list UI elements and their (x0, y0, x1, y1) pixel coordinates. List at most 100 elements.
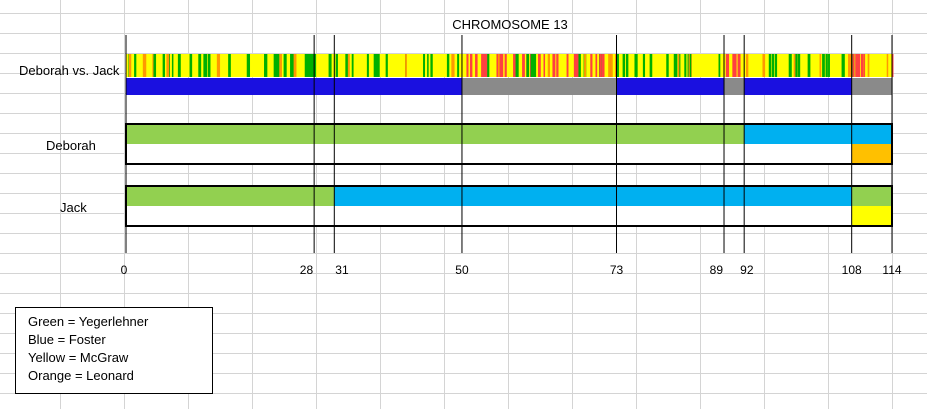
comparison-stripe-mark (279, 54, 282, 77)
comparison-stripe-mark (547, 54, 551, 77)
comparison-stripe-mark (825, 54, 828, 77)
x-tick-label-28: 28 (300, 263, 314, 277)
deborah-bottom-segment-0 (851, 144, 892, 164)
comparison-stripe-mark (203, 54, 207, 77)
comparison-stripe-mark (451, 54, 455, 77)
comparison-stripe-mark (351, 54, 354, 77)
comparison-stripe-mark (499, 54, 502, 77)
comparison-stripe-mark (673, 54, 678, 77)
comparison-stripe-mark (377, 54, 380, 77)
comparison-stripe-mark (634, 54, 638, 77)
comparison-stripe-mark (228, 54, 231, 77)
comparison-stripe-mark (513, 54, 517, 77)
comparison-stripe-mark (649, 54, 652, 77)
comparison-stripe-mark (423, 54, 426, 77)
x-tick-label-73: 73 (610, 263, 624, 277)
comparison-stripe-mark (314, 54, 317, 77)
legend-item-yellow: Yellow = McGraw (28, 350, 129, 365)
comparison-stripe-mark (446, 54, 450, 77)
comparison-stripe-mark (737, 54, 741, 77)
comparison-stripe-mark (860, 54, 864, 77)
comparison-stripe-mark (500, 54, 504, 77)
deborah-label: Deborah (46, 138, 96, 153)
legend: Green = Yegerlehner Blue = Foster Yellow… (15, 307, 213, 394)
comparison-stripe-mark (762, 54, 766, 77)
comparison-stripe-mark (726, 54, 730, 77)
comparison-stripe-mark (189, 54, 193, 77)
comparison-stripe-mark (552, 54, 556, 77)
chart-title: CHROMOSOME 13 (452, 17, 568, 32)
comparison-stripe-mark (608, 54, 611, 77)
comparison-stripe-mark (198, 54, 202, 77)
x-tick-label-92: 92 (740, 263, 754, 277)
comparison-stripe-mark (886, 54, 889, 77)
comparison-stripe-mark (273, 54, 277, 77)
comparison-stripe-mark (345, 54, 348, 77)
comparison-stripe-mark (745, 54, 749, 77)
comparison-stripe-mark (385, 54, 388, 77)
comparison-stripe-mark (856, 54, 859, 77)
comparison-stripe-mark (374, 54, 378, 77)
comparison-stripe-mark (584, 54, 587, 77)
comparison-stripe-mark (819, 54, 822, 77)
comparison-stripe-mark (599, 54, 602, 77)
comparison-stripe-mark (788, 54, 792, 77)
comparison-stripe-mark (504, 54, 507, 77)
comparison-stripe-mark (848, 54, 852, 77)
comparison-stripe-mark (522, 54, 525, 77)
comparison-stripe-mark (538, 54, 541, 77)
comparison-stripe-mark (610, 54, 613, 77)
jack-top-segment-2 (851, 186, 892, 206)
jack-top-segment-0 (126, 186, 335, 206)
x-tick-label-89: 89 (710, 263, 724, 277)
jack-top-segment-1 (334, 186, 852, 206)
comparison-stripe-mark (430, 54, 433, 77)
comparison-stripe-mark (807, 54, 811, 77)
comparison-stripe-mark (515, 54, 519, 77)
comparison-stripe-mark (733, 54, 737, 77)
comparison-stripe-mark (457, 54, 460, 77)
deborah-top-segment-0 (126, 124, 745, 144)
comparison-stripe-mark (497, 54, 501, 77)
comparison-green-block (304, 54, 315, 77)
comparison-stripe-mark (797, 54, 801, 77)
comparison-stripe-mark (290, 54, 293, 77)
comparison-stripe-mark (726, 54, 728, 77)
comparison-stripe-mark (486, 54, 490, 77)
comparison-stripe-mark (469, 54, 473, 77)
comparison-stripe-mark (264, 54, 268, 77)
comparison-stripe-mark (771, 54, 775, 77)
comparison-stripe-mark (207, 54, 211, 77)
comparison-stripe-mark (328, 54, 332, 77)
comparison-stripe-mark (283, 54, 287, 77)
comparison-stripe-mark (794, 54, 798, 77)
comparison-stripe-mark (573, 54, 578, 77)
comparison-stripe-mark (466, 54, 469, 77)
comparison-stripe-mark (177, 54, 181, 77)
comparison-stripe-mark (543, 54, 546, 77)
comparison-stripe-mark (532, 54, 537, 77)
comparison-stripe-mark (475, 54, 478, 77)
comparison-stripe-mark (687, 54, 690, 77)
comparison-stripe-mark (576, 54, 580, 77)
comparison-stripe-mark (684, 54, 687, 77)
comparison-stripe-mark (427, 54, 429, 77)
comparison-stripe-mark (526, 54, 530, 77)
comparison-stripe-mark (768, 54, 772, 77)
comparison-stripe-mark (578, 54, 581, 77)
comparison-stripe-mark (481, 54, 485, 77)
deborah-top-segment-1 (744, 124, 892, 144)
comparison-stripe-mark (625, 54, 629, 77)
comparison-stripe-mark (642, 54, 646, 77)
legend-item-green: Green = Yegerlehner (28, 314, 149, 329)
comparison-stripe-mark (666, 54, 669, 77)
comparison-stripe-mark (793, 54, 796, 77)
comparison-stripe-mark (841, 54, 845, 77)
comparison-stripe-mark (347, 54, 350, 77)
comparison-stripe-mark (595, 54, 598, 77)
x-tick-label-114: 114 (882, 263, 901, 277)
comparison-stripe-mark (855, 54, 857, 77)
comparison-stripe-mark (128, 54, 132, 77)
comparison-label: Deborah vs. Jack (19, 63, 120, 78)
